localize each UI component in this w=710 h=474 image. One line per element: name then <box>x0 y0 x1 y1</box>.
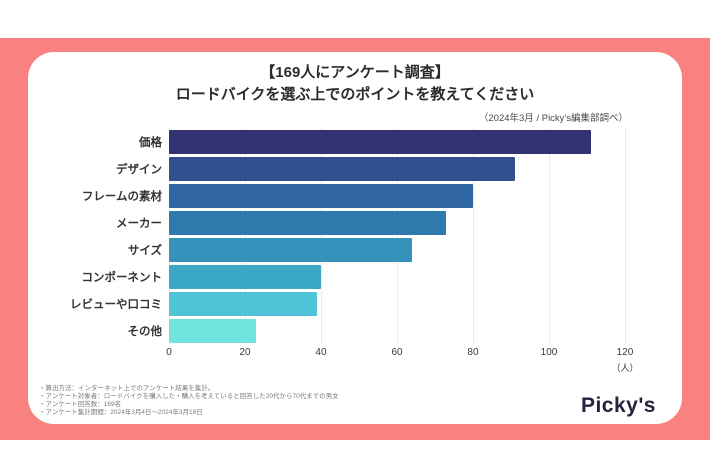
x-axis: 0 20 40 60 80 100 120 <box>166 344 633 361</box>
bar-track <box>169 290 625 317</box>
chart-bar <box>169 318 257 343</box>
pickys-logo: Picky's <box>580 394 656 417</box>
category-label: メーカー <box>116 217 162 230</box>
x-tick-label: 0 <box>166 347 172 358</box>
footnote-line: ・アンケート集計期間：2024年3月4日～2024年3月18日 <box>39 409 203 416</box>
category-label: 価格 <box>139 136 162 149</box>
category-label: デザイン <box>116 163 162 176</box>
x-tick-label: 60 <box>391 347 403 358</box>
gridline <box>625 128 626 344</box>
bar-track <box>169 182 625 209</box>
gridline <box>397 128 398 344</box>
gridline <box>169 128 170 344</box>
x-axis-unit-row: （人） <box>169 361 638 373</box>
title-line-1: 【169人にアンケート調査】 <box>260 64 450 81</box>
x-axis-unit-label: （人） <box>611 363 639 373</box>
survey-card: 【169人にアンケート調査】 ロードバイクを選ぶ上でのポイントを教えてください … <box>28 52 682 424</box>
footnote-line: ・アンケート回答数：169名 <box>39 401 122 408</box>
footnote-line: ・アンケート対象者：ロードバイクを購入した・購入を考えていると回答した20代から… <box>39 393 339 400</box>
gridline <box>320 128 322 344</box>
chart-bar <box>169 156 515 181</box>
x-tick-label: 80 <box>467 347 479 358</box>
bar-track <box>169 155 625 182</box>
chart-bar <box>169 237 413 262</box>
bar-track <box>169 263 625 290</box>
x-tick-label: 120 <box>616 347 634 358</box>
category-label: レビューや口コミ <box>70 298 162 311</box>
chart-bar <box>169 129 591 154</box>
bar-chart: 価格デザインフレームの素材メーカーサイズコンポーネントレビューや口コミその他 0 2… <box>28 128 639 373</box>
bar-track <box>169 128 625 155</box>
source-note: （2024年3月 / Picky's編集部調べ） <box>478 113 628 124</box>
footnotes: ・算出方法：インターネット上でのアンケート結果を集計。 ・アンケート対象者：ロード… <box>39 385 339 417</box>
bar-track <box>169 317 625 344</box>
chart-bar <box>169 264 321 289</box>
category-label: コンポーネント <box>81 271 163 284</box>
gridlines <box>169 128 626 344</box>
gridline <box>472 128 474 344</box>
chart-title: 【169人にアンケート調査】 ロードバイクを選ぶ上でのポイントを教えてください <box>28 52 682 106</box>
chart-bar <box>169 183 473 208</box>
gridline <box>244 128 246 344</box>
bar-track <box>169 209 625 236</box>
x-tick-label: 100 <box>540 347 558 358</box>
x-tick-label: 20 <box>239 347 251 358</box>
category-label: サイズ <box>127 244 162 257</box>
title-line-2: ロードバイクを選ぶ上でのポイントを教えてください <box>175 86 535 103</box>
chart-bar <box>169 210 447 235</box>
gridline <box>549 128 550 344</box>
category-label: フレームの素材 <box>81 190 162 203</box>
chart-bar <box>169 291 318 316</box>
x-tick-label: 40 <box>315 347 327 358</box>
bar-track <box>169 236 625 263</box>
footnote-line: ・算出方法：インターネット上でのアンケート結果を集計。 <box>39 385 215 392</box>
category-label: その他 <box>127 325 163 338</box>
